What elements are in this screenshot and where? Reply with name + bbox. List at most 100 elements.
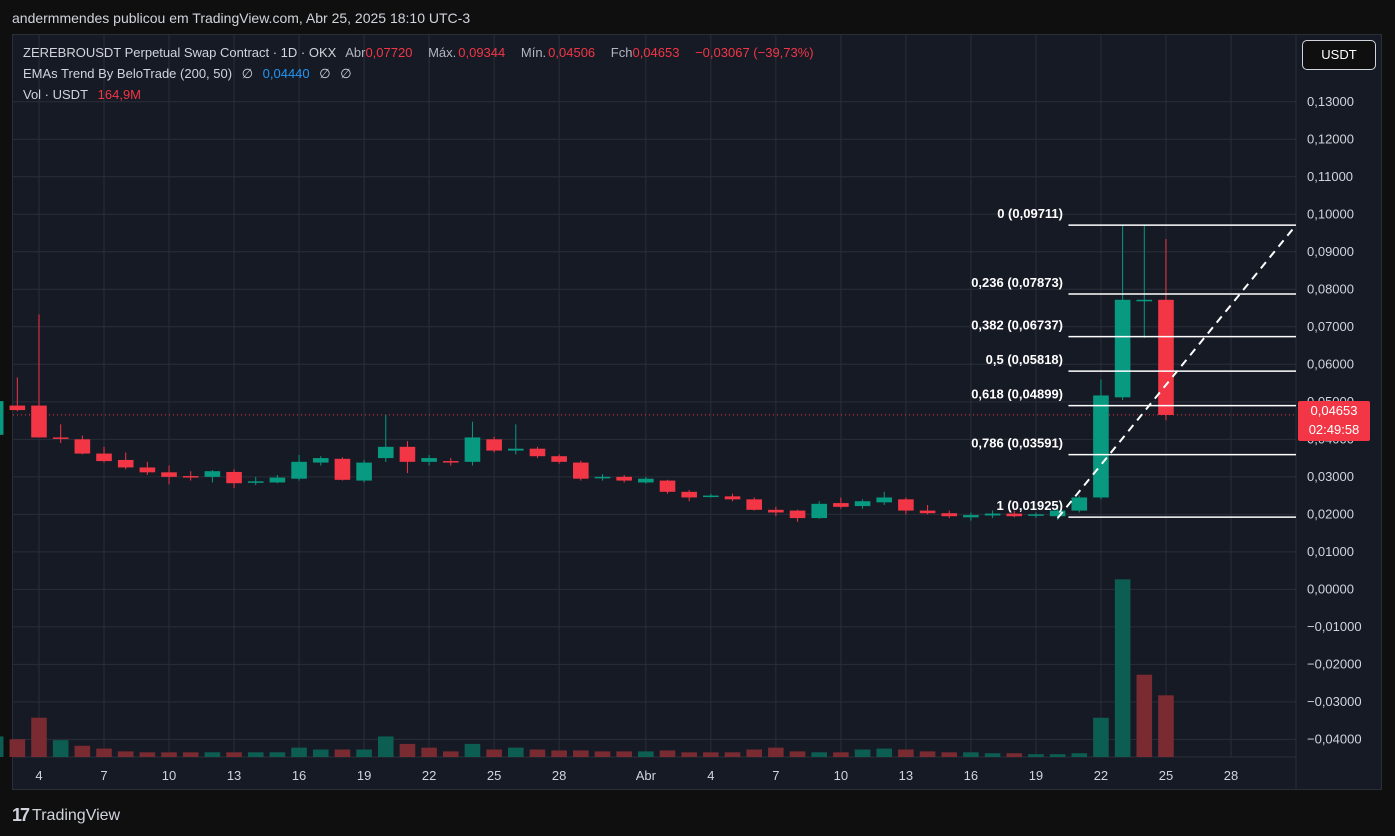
fib-level-label: 0,382 (0,06737) bbox=[971, 318, 1063, 333]
y-tick-label: −0,02000 bbox=[1307, 656, 1362, 671]
y-tick-label: 0,03000 bbox=[1307, 469, 1354, 484]
volume-bar bbox=[161, 752, 177, 757]
symbol-title[interactable]: ZEREBROUSDT Perpetual Swap Contract · 1D… bbox=[23, 45, 337, 60]
legend-volume-row: Vol · USDT 164,9M bbox=[23, 87, 147, 102]
candle-body bbox=[746, 499, 762, 510]
x-tick-label: 22 bbox=[422, 768, 436, 783]
candle-body bbox=[963, 515, 979, 518]
candle-body bbox=[811, 503, 828, 519]
y-tick-label: 0,02000 bbox=[1307, 506, 1354, 521]
x-tick-label: 10 bbox=[162, 768, 176, 783]
candle-body bbox=[768, 509, 784, 513]
candle-body bbox=[1158, 299, 1174, 415]
volume-bar bbox=[312, 749, 329, 757]
x-tick-label: 4 bbox=[707, 768, 714, 783]
candle-body bbox=[204, 471, 221, 477]
candle-body bbox=[898, 499, 914, 511]
volume-bar bbox=[659, 750, 676, 757]
volume-bar bbox=[1158, 695, 1174, 757]
countdown-timer: 02:49:58 bbox=[1308, 422, 1360, 437]
candle-body bbox=[96, 453, 112, 462]
legend-ohlc-row: ZEREBROUSDT Perpetual Swap Contract · 1D… bbox=[23, 45, 820, 60]
candle-body bbox=[464, 437, 481, 462]
volume-bar bbox=[703, 752, 719, 757]
high-label: Máx. bbox=[428, 45, 457, 60]
y-tick-label: −0,04000 bbox=[1307, 731, 1362, 746]
candle-body bbox=[529, 448, 546, 457]
candle-body bbox=[919, 510, 936, 514]
indicator-null-3: ∅ bbox=[340, 66, 352, 81]
candle-body bbox=[31, 405, 47, 438]
candle-body bbox=[616, 476, 632, 481]
volume-bar bbox=[31, 717, 47, 757]
volume-bar bbox=[724, 752, 741, 757]
volume-bar bbox=[833, 752, 849, 757]
indicator-null-2: ∅ bbox=[319, 66, 331, 81]
candle-body bbox=[356, 462, 372, 481]
volume-label[interactable]: Vol · USDT bbox=[23, 87, 89, 102]
volume-bar bbox=[746, 749, 762, 757]
indicator-null-1: ∅ bbox=[241, 66, 254, 81]
volume-bar bbox=[594, 751, 611, 757]
currency-button[interactable]: USDT bbox=[1302, 40, 1376, 70]
x-tick-label: 13 bbox=[227, 768, 241, 783]
fib-level-label: 0,786 (0,03591) bbox=[971, 436, 1063, 451]
volume-bar bbox=[52, 740, 69, 757]
candle-body bbox=[854, 501, 871, 507]
volume-bar bbox=[984, 753, 1001, 757]
volume-bar bbox=[182, 752, 199, 757]
high-value: 0,09344 bbox=[458, 45, 506, 60]
x-tick-label: 25 bbox=[487, 768, 501, 783]
fib-trendline bbox=[1056, 224, 1297, 519]
x-tick-label: 19 bbox=[1029, 768, 1043, 783]
candle-body bbox=[486, 439, 502, 451]
close-value: 0,04653 bbox=[632, 45, 680, 60]
candle-body bbox=[941, 513, 958, 517]
volume-bar bbox=[551, 750, 567, 757]
x-tick-label: 28 bbox=[1224, 768, 1238, 783]
candle-body bbox=[1071, 497, 1088, 511]
candle-body bbox=[638, 478, 654, 483]
close-label: Fch bbox=[610, 45, 633, 60]
volume-bar bbox=[963, 752, 979, 757]
volume-bar bbox=[1049, 754, 1066, 757]
tradingview-brand[interactable]: 17 TradingView bbox=[12, 805, 120, 826]
candle-body bbox=[226, 471, 242, 484]
volume-bar bbox=[919, 751, 936, 757]
candle-body bbox=[1136, 299, 1153, 302]
candle-body bbox=[117, 459, 134, 468]
fib-level-label: 1 (0,01925) bbox=[997, 498, 1064, 513]
candle-body bbox=[139, 467, 156, 473]
x-tick-label: 7 bbox=[772, 768, 779, 783]
candle-body bbox=[52, 437, 69, 439]
tradingview-logo-icon: 17 bbox=[12, 805, 30, 825]
last-price-value: 0,04653 bbox=[1310, 403, 1358, 418]
fib-level-label: 0 (0,09711) bbox=[997, 206, 1063, 221]
indicator-name[interactable]: EMAs Trend By BeloTrade (200, 50) bbox=[23, 66, 233, 81]
volume-bar bbox=[399, 743, 416, 757]
volume-bar bbox=[291, 747, 307, 757]
volume-bar bbox=[486, 749, 502, 757]
x-tick-label: 10 bbox=[834, 768, 848, 783]
y-tick-label: 0,08000 bbox=[1307, 281, 1354, 296]
y-tick-label: 0,12000 bbox=[1307, 131, 1354, 146]
fib-level-label: 0,5 (0,05818) bbox=[986, 352, 1063, 367]
y-tick-label: 0,07000 bbox=[1307, 319, 1354, 334]
candle-body bbox=[1049, 510, 1066, 517]
candle-body bbox=[984, 513, 1001, 516]
volume-bar bbox=[334, 749, 351, 757]
x-tick-label: 28 bbox=[552, 768, 566, 783]
fib-level-label: 0,236 (0,07873) bbox=[971, 275, 1063, 290]
y-tick-label: 0,00000 bbox=[1307, 581, 1354, 596]
candle-body bbox=[1028, 514, 1044, 516]
candle-body bbox=[594, 476, 611, 479]
brand-name: TradingView bbox=[32, 806, 121, 824]
candle-body bbox=[659, 480, 676, 492]
candle-body bbox=[573, 462, 589, 479]
fib-level-label: 0,618 (0,04899) bbox=[971, 387, 1063, 402]
y-tick-label: −0,03000 bbox=[1307, 694, 1362, 709]
volume-bar bbox=[1006, 753, 1023, 757]
x-tick-label: 19 bbox=[357, 768, 371, 783]
volume-bar bbox=[768, 747, 784, 757]
